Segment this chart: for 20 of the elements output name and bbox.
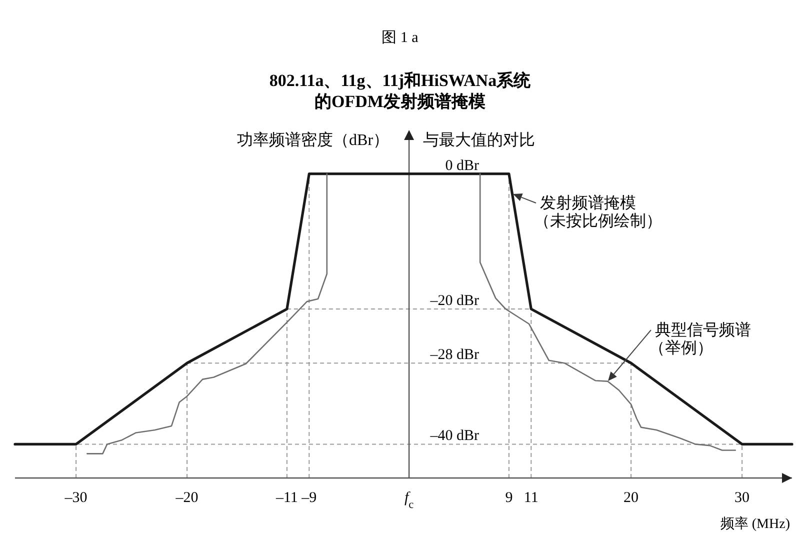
x-tick-label: –20 (174, 490, 198, 506)
chart-title: 802.11a、11g、11j和HiSWANa系统的OFDM发射频谱掩模 (269, 71, 532, 111)
x-tick-label: 30 (734, 490, 750, 506)
y-tick-label: 0 dBr (445, 158, 480, 174)
y-axis-title: 功率频谱密度（dBr） (237, 131, 390, 149)
x-axis-title: 频率 (MHz) (720, 516, 790, 532)
annotation: 与最大值的对比 (423, 131, 536, 149)
x-tick-label: –11 (274, 490, 298, 506)
x-tick-label: 9 (505, 490, 513, 506)
x-tick-label: 11 (524, 490, 538, 506)
caption: 图 1 a (382, 30, 419, 46)
annotation: 发射频谱掩模（未按比例绘制） (534, 194, 662, 230)
y-tick-label: –20 dBr (429, 293, 480, 309)
annotation: 典型信号频谱（举例） (649, 321, 751, 357)
x-tick-label: 20 (624, 490, 639, 506)
y-tick-label: –40 dBr (429, 428, 480, 444)
x-tick-label: f$_{c}$ (404, 490, 414, 511)
x-tick-label: –30 (64, 490, 88, 506)
x-tick-label: –9 (300, 490, 317, 506)
y-tick-label: –28 dBr (429, 347, 480, 364)
